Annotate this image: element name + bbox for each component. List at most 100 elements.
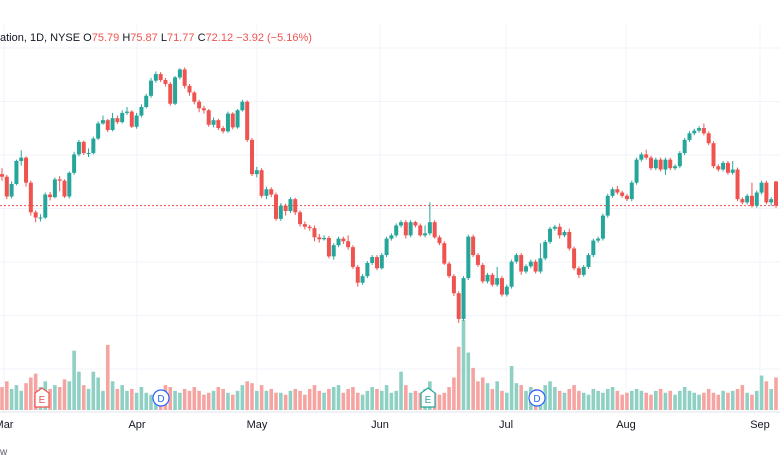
volume-bar <box>279 392 283 410</box>
volume-bar <box>312 385 317 410</box>
volume-bar <box>692 392 697 410</box>
candle-body <box>124 111 129 113</box>
volume-bar <box>389 392 394 410</box>
volume-bar <box>346 388 350 410</box>
volume-bar <box>769 388 773 410</box>
symbol-legend: ation, 1D, NYSE O75.79 H75.87 L71.77 C72… <box>0 32 312 44</box>
volume-bar <box>72 350 76 410</box>
volume-bar <box>456 346 461 410</box>
candle-body <box>230 113 235 128</box>
volume-bar <box>495 381 499 410</box>
volume-bar <box>255 390 259 410</box>
time-axis-label: May <box>247 419 268 431</box>
candle-body <box>317 237 322 240</box>
candle-body <box>528 261 533 267</box>
volume-bar <box>750 394 754 410</box>
volume-bar <box>476 381 480 410</box>
candle-body <box>19 157 24 161</box>
open-value: 75.79 <box>91 32 120 44</box>
volume-bar <box>211 390 216 410</box>
candle-body <box>374 257 379 269</box>
candle-body <box>91 138 96 154</box>
candle-body <box>514 255 519 262</box>
candle-body <box>96 123 101 139</box>
candle-body <box>24 157 29 183</box>
candle-body <box>677 153 682 167</box>
candle-body <box>389 235 394 239</box>
volume-bar <box>514 383 519 410</box>
candle-body <box>394 225 399 236</box>
candle-body <box>283 205 288 211</box>
candle-body <box>624 195 629 200</box>
candle-body <box>129 111 134 127</box>
dividend-marker <box>528 389 546 407</box>
candle-body <box>249 139 254 175</box>
volume-bar <box>577 390 581 410</box>
volume-bar <box>307 388 312 410</box>
candle-body <box>697 128 702 131</box>
candle-body <box>288 199 293 211</box>
volume-bar <box>759 375 764 410</box>
volume-bar <box>553 387 557 410</box>
candle-body <box>163 80 168 84</box>
candle-body <box>701 128 706 134</box>
volume-bar <box>601 392 605 410</box>
volume-bar <box>557 390 562 410</box>
volume-bar <box>548 381 552 410</box>
candle-body <box>673 166 678 169</box>
volume-bar <box>134 392 139 410</box>
candle-body <box>456 293 461 319</box>
volume-bar <box>125 390 129 410</box>
candle-body <box>0 174 4 177</box>
candle-body <box>341 238 346 242</box>
candle-body <box>115 118 120 123</box>
volume-bar <box>240 385 245 410</box>
candle-body <box>365 262 370 277</box>
volume-bar <box>634 388 639 410</box>
candle-body <box>740 199 745 203</box>
volume-bar <box>721 390 725 410</box>
candle-body <box>187 85 192 93</box>
candle-body <box>774 181 778 206</box>
volume-bar <box>394 390 399 410</box>
candle-body <box>610 189 615 196</box>
volume-bar <box>105 344 110 410</box>
candle-body <box>149 80 154 96</box>
candle-body <box>423 233 428 236</box>
volume-bar <box>567 388 572 410</box>
candle-body <box>725 162 730 173</box>
candle-body <box>649 157 654 169</box>
candle-body <box>600 215 605 239</box>
volume-bar <box>221 388 225 410</box>
time-axis-label: Jun <box>371 419 389 431</box>
volume-bars <box>0 320 778 410</box>
volume-bar <box>168 387 173 410</box>
volume-bar <box>187 390 192 410</box>
volume-bar <box>19 390 24 410</box>
candle-body <box>346 241 351 248</box>
candle-body <box>730 169 735 173</box>
volume-bar <box>206 392 211 410</box>
volume-bar <box>500 390 504 410</box>
candle-body <box>682 139 687 154</box>
volume-bar <box>399 371 403 410</box>
candle-body <box>192 92 197 102</box>
volume-bar <box>682 387 687 410</box>
volume-bar <box>192 387 197 410</box>
candle-body <box>105 120 110 131</box>
candle-body <box>634 159 639 183</box>
candle-body <box>57 179 62 181</box>
candle-body <box>264 189 269 196</box>
volume-bar <box>596 390 600 410</box>
volume-bar <box>355 392 360 410</box>
earnings-marker <box>34 387 50 408</box>
volume-bar <box>586 394 591 410</box>
candle-body <box>639 154 644 160</box>
volume-bar <box>706 388 711 410</box>
volume-bar <box>716 394 721 410</box>
chart-grid <box>0 25 780 412</box>
volume-bar <box>740 385 745 410</box>
candle-body <box>759 182 764 193</box>
